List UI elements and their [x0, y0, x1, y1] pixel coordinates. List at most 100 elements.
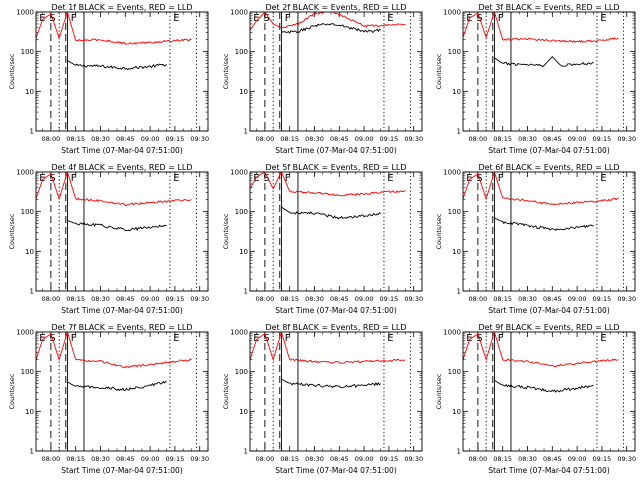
- x-tick-label: 08:30: [91, 135, 110, 143]
- x-tick-label: 09:15: [166, 295, 185, 303]
- x-tick-label: 09:30: [404, 295, 423, 303]
- y-tick-label: 1: [457, 448, 461, 456]
- series-group: [250, 332, 406, 389]
- event-marker: S: [263, 13, 269, 24]
- y-axis-label: Counts/sec: [222, 213, 230, 249]
- event-marker: E: [39, 173, 45, 184]
- y-tick-label: 1: [457, 128, 461, 136]
- y-axis-label: Counts/sec: [222, 53, 230, 89]
- x-axis-label: Start Time (07-Mar-04 07:51:00): [275, 466, 397, 475]
- series-line-events: [494, 55, 594, 68]
- y-tick-label: 100: [21, 48, 34, 56]
- event-marker: E: [253, 173, 259, 184]
- x-tick-label: 08:45: [543, 135, 562, 143]
- y-tick-label: 10: [25, 248, 34, 256]
- x-tick-label: 08:00: [42, 455, 61, 463]
- x-tick-label: 09:00: [141, 455, 160, 463]
- y-tick-label: 1: [30, 128, 34, 136]
- y-tick-label: 1000: [230, 329, 248, 337]
- event-marker: E: [173, 173, 179, 184]
- x-tick-label: 08:15: [280, 295, 299, 303]
- event-marker: E: [387, 13, 393, 24]
- y-tick-label: 10: [239, 248, 248, 256]
- y-tick-label: 10: [452, 408, 461, 416]
- x-tick-label: 09:00: [355, 135, 374, 143]
- x-tick-label: 08:30: [518, 455, 537, 463]
- x-tick-label: 08:00: [469, 295, 488, 303]
- x-tick-label: 08:30: [91, 295, 110, 303]
- x-tick-label: 08:00: [256, 295, 275, 303]
- x-tick-label: 08:15: [66, 135, 85, 143]
- event-marker: F: [285, 13, 291, 24]
- series-line-lld: [463, 12, 619, 43]
- x-tick-label: 08:45: [330, 455, 349, 463]
- event-marker: E: [600, 333, 606, 344]
- event-marker: E: [39, 13, 45, 24]
- y-tick-label: 1000: [230, 9, 248, 17]
- chart-title: Det 8f BLACK = Events, RED = LLD: [265, 323, 406, 332]
- x-axis-label: Start Time (07-Mar-04 07:51:00): [61, 466, 183, 475]
- event-marker: E: [387, 333, 393, 344]
- x-tick-label: 09:30: [190, 135, 209, 143]
- x-tick-label: 08:15: [493, 135, 512, 143]
- series-group: [36, 12, 192, 71]
- y-axis-label: Counts/sec: [8, 373, 16, 409]
- chart-title: Det 6f BLACK = Events, RED = LLD: [478, 163, 619, 172]
- x-tick-label: 08:15: [280, 135, 299, 143]
- y-tick-label: 1: [244, 448, 248, 456]
- series-line-events: [281, 378, 381, 389]
- series-line-lld: [463, 332, 619, 368]
- event-marker: E: [600, 173, 606, 184]
- y-tick-label: 100: [235, 48, 248, 56]
- chart-panel-3: Det 3f BLACK = Events, RED = LLD Counts/s…: [435, 3, 636, 155]
- event-marker: F: [71, 13, 77, 24]
- y-tick-label: 10: [239, 408, 248, 416]
- x-tick-label: 08:00: [469, 455, 488, 463]
- x-axis-label: Start Time (07-Mar-04 07:51:00): [488, 146, 610, 155]
- series-line-events: [281, 22, 381, 34]
- series-group: [250, 12, 406, 34]
- event-marker: E: [173, 13, 179, 24]
- event-marker: F: [71, 173, 77, 184]
- plot-frame: [35, 11, 209, 132]
- series-line-events: [494, 380, 594, 393]
- chart-panel-4: Det 4f BLACK = Events, RED = LLD Counts/s…: [8, 163, 209, 315]
- event-marker: E: [600, 13, 606, 24]
- x-tick-label: 08:00: [256, 135, 275, 143]
- y-axis-label: Counts/sec: [8, 213, 16, 249]
- y-axis-label: Counts/sec: [222, 373, 230, 409]
- y-tick-label: 100: [21, 208, 34, 216]
- x-tick-label: 09:15: [593, 295, 612, 303]
- y-tick-label: 1: [457, 288, 461, 296]
- y-tick-label: 100: [235, 208, 248, 216]
- series-line-lld: [36, 332, 192, 369]
- y-tick-label: 10: [25, 88, 34, 96]
- series-group: [463, 12, 619, 68]
- x-tick-label: 09:00: [568, 135, 587, 143]
- event-marker: F: [285, 333, 291, 344]
- series-group: [250, 172, 406, 220]
- event-marker: E: [466, 173, 472, 184]
- y-tick-label: 100: [235, 368, 248, 376]
- x-tick-label: 08:45: [543, 455, 562, 463]
- x-tick-label: 09:30: [617, 455, 636, 463]
- x-tick-label: 09:30: [190, 295, 209, 303]
- chart-panel-5: Det 5f BLACK = Events, RED = LLD Counts/s…: [222, 163, 423, 315]
- y-axis-label: Counts/sec: [435, 53, 443, 89]
- y-tick-label: 1000: [16, 169, 34, 177]
- y-tick-label: 10: [25, 408, 34, 416]
- x-tick-label: 09:30: [617, 135, 636, 143]
- x-tick-label: 08:45: [543, 295, 562, 303]
- chart-panel-1: Det 1f BLACK = Events, RED = LLD Counts/s…: [8, 3, 209, 155]
- series-group: [463, 172, 619, 232]
- y-axis-label: Counts/sec: [8, 53, 16, 89]
- y-tick-label: 1: [30, 448, 34, 456]
- chart-title: Det 4f BLACK = Events, RED = LLD: [51, 163, 192, 172]
- x-tick-label: 08:15: [66, 455, 85, 463]
- x-tick-label: 09:15: [380, 135, 399, 143]
- x-axis-label: Start Time (07-Mar-04 07:51:00): [488, 306, 610, 315]
- chart-panel-6: Det 6f BLACK = Events, RED = LLD Counts/s…: [435, 163, 636, 315]
- x-axis-label: Start Time (07-Mar-04 07:51:00): [275, 146, 397, 155]
- x-axis-label: Start Time (07-Mar-04 07:51:00): [275, 306, 397, 315]
- y-tick-label: 1: [244, 288, 248, 296]
